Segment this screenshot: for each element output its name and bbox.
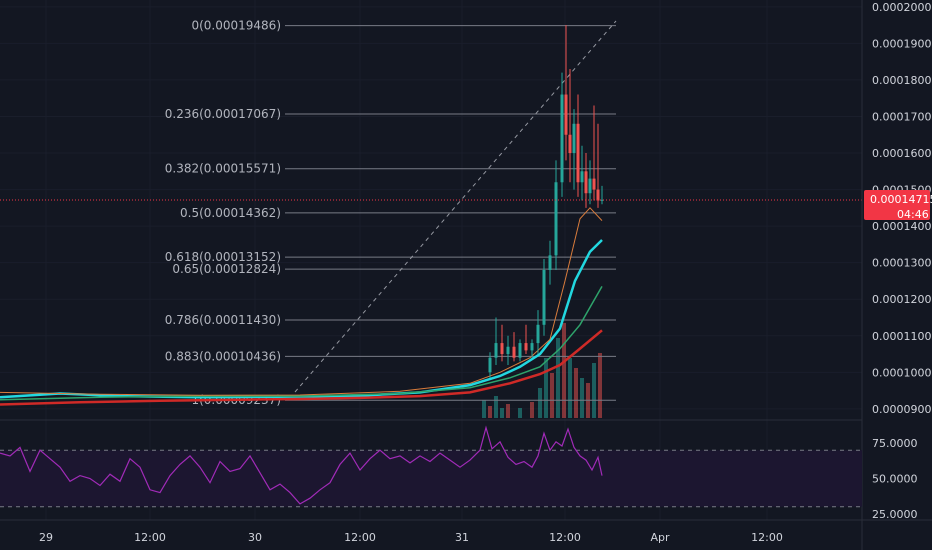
volume-bar: [506, 404, 510, 418]
fib-level-label: 0.883(0.00010436): [165, 349, 281, 363]
volume-bar: [518, 408, 522, 418]
volume-bar: [538, 388, 542, 418]
price-tick-label: 0.00012000: [872, 293, 932, 306]
candle-body: [576, 123, 580, 183]
volume-bar: [500, 408, 504, 418]
candle-body: [564, 94, 568, 135]
price-tick-label: 0.00011000: [872, 330, 932, 343]
candle-body: [580, 171, 584, 183]
moving-average-line: [0, 286, 603, 401]
candle-body: [530, 343, 534, 351]
volume-bar: [482, 400, 486, 418]
current-price-badge: 0.00014715 04:46: [864, 189, 932, 221]
candle-body: [588, 178, 592, 194]
candle-body: [548, 255, 552, 270]
candle-body: [536, 324, 540, 344]
candle-body: [568, 134, 572, 154]
rsi-axis[interactable]: 75.0000 50.0000 25.0000: [872, 437, 918, 521]
volume-bar: [568, 358, 572, 418]
price-panel[interactable]: 0(0.00019486) 0.236(0.00017067) 0.382(0.00…: [0, 0, 862, 520]
candle-body: [592, 178, 596, 190]
fib-level-label: 0.65(0.00012824): [172, 262, 281, 276]
price-tick-label: 0.00018000: [872, 74, 932, 87]
volume-bar: [598, 353, 602, 418]
candle-body: [524, 343, 528, 351]
current-price-value: 0.00014715: [870, 193, 932, 206]
time-tick-label: 12:00: [344, 531, 376, 544]
volume-bar: [574, 368, 578, 418]
price-tick-label: 0.00016000: [872, 147, 932, 160]
rsi-tick-label: 75.0000: [872, 437, 918, 450]
time-tick-label: 12:00: [549, 531, 581, 544]
fib-level-label: 0.786(0.00011430): [165, 313, 281, 327]
time-axis[interactable]: 29 12:00 30 12:00 31 12:00 Apr 12:00: [39, 531, 783, 544]
price-tick-label: 0.00010000: [872, 366, 932, 379]
price-tick-label: 0.00020000: [872, 1, 932, 14]
candle-body: [554, 182, 558, 256]
time-tick-label: 30: [248, 531, 262, 544]
price-axis[interactable]: 0.00020000 0.00019000 0.00018000 0.00017000…: [872, 1, 932, 416]
rsi-tick-label: 50.0000: [872, 472, 918, 485]
time-tick-label: 31: [455, 531, 469, 544]
volume-bar: [550, 373, 554, 418]
candle-body: [596, 189, 600, 201]
candle-body: [506, 346, 510, 355]
candle-body: [500, 343, 504, 355]
fib-level-label: 0.236(0.00017067): [165, 107, 281, 121]
moving-average-line: [0, 207, 603, 396]
volume-bar: [592, 363, 596, 418]
price-tick-label: 0.00014000: [872, 220, 932, 233]
time-tick-label: Apr: [650, 531, 670, 544]
rsi-tick-label: 25.0000: [872, 508, 918, 521]
volume-bar: [544, 358, 548, 418]
candle-body: [494, 343, 498, 358]
fib-level-label: 0.5(0.00014362): [180, 206, 281, 220]
volume-bar: [556, 338, 560, 418]
time-tick-label: 29: [39, 531, 53, 544]
volume-bar: [562, 323, 566, 418]
volume-bar: [580, 378, 584, 418]
time-tick-label: 12:00: [751, 531, 783, 544]
volume-bar: [488, 406, 492, 418]
price-tick-label: 0.00017000: [872, 110, 932, 123]
bar-countdown: 04:46: [897, 208, 929, 221]
rsi-panel[interactable]: [0, 425, 862, 508]
fib-level-label: 0.618(0.00013152): [165, 250, 281, 264]
fib-level-label: 0.382(0.00015571): [165, 162, 281, 176]
candle-body: [542, 269, 546, 325]
fib-level-label: 0(0.00019486): [191, 19, 281, 33]
volume-bar: [494, 396, 498, 418]
candle-body: [560, 94, 564, 183]
moving-average-line: [0, 329, 603, 406]
time-tick-label: 12:00: [134, 531, 166, 544]
volume-bar: [530, 402, 534, 418]
price-tick-label: 0.00013000: [872, 257, 932, 270]
rsi-line: [0, 425, 603, 505]
candle-body: [572, 123, 576, 154]
candle-body: [512, 346, 516, 358]
candle-body: [488, 357, 492, 373]
price-tick-label: 0.00009000: [872, 403, 932, 416]
candle-body: [600, 199, 604, 201]
candle-body: [584, 171, 588, 194]
price-tick-label: 0.00019000: [872, 37, 932, 50]
rsi-band-fill: [0, 450, 862, 507]
candle-body: [518, 343, 522, 358]
